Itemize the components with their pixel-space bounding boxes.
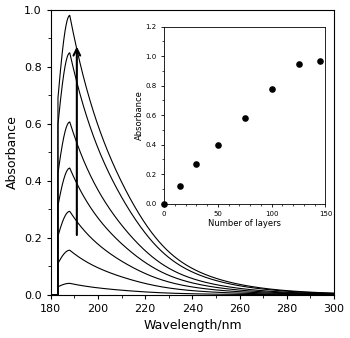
Y-axis label: Absorbance: Absorbance bbox=[6, 115, 19, 189]
X-axis label: Wavelength/nm: Wavelength/nm bbox=[143, 319, 242, 333]
